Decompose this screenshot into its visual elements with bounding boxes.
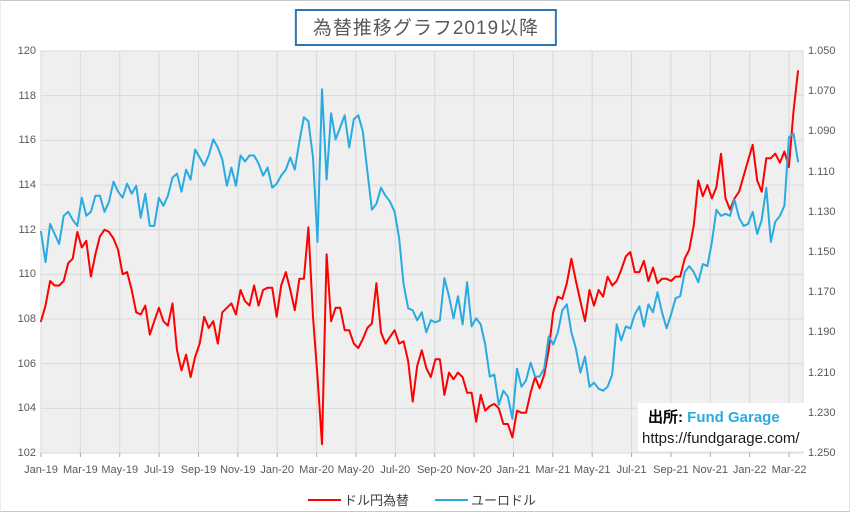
x-axis-label: Jul-19: [144, 464, 175, 476]
right-axis-label: 1.110: [808, 165, 835, 178]
right-axis-label: 1.050: [808, 45, 836, 57]
source-note: 出所: Fund Garage https://fundgarage.com/: [638, 403, 804, 451]
x-axis-label: Jan-19: [24, 464, 58, 476]
legend-item-usdjpy: ドル円為替: [307, 490, 409, 509]
x-axis-label: Jul-20: [380, 464, 411, 476]
x-axis-label: Nov-19: [220, 464, 256, 476]
left-axis-label: 102: [17, 447, 36, 459]
x-axis-label: May-19: [101, 464, 139, 476]
right-axis-label: 1.210: [808, 366, 836, 379]
chart-legend: ドル円為替 ユーロドル: [307, 490, 536, 509]
left-axis-label: 110: [18, 268, 36, 281]
usdjpy-line: [40, 70, 799, 446]
left-axis-label: 114: [18, 179, 36, 191]
left-axis-label: 116: [18, 134, 36, 147]
x-axis-label: Mar-21: [535, 464, 571, 476]
right-axis-label: 1.090: [808, 125, 836, 138]
left-axis-label: 120: [17, 45, 36, 57]
left-axis-label: 112: [18, 223, 36, 236]
right-axis-label: 1.190: [808, 326, 836, 339]
legend-label-eurusd: ユーロドル: [471, 493, 537, 508]
red-line-swatch-icon: [307, 498, 341, 501]
x-axis-label: Mar-19: [62, 464, 98, 476]
chart-title-box: 為替推移グラフ2019以降: [294, 9, 558, 46]
x-axis-label: Jan-20: [260, 464, 295, 476]
x-axis-label: Jul-21: [616, 464, 647, 476]
right-axis-label: 1.070: [808, 85, 836, 98]
eurusd-line: [40, 88, 799, 420]
x-axis-label: May-20: [337, 464, 375, 476]
legend-item-eurusd: ユーロドル: [435, 490, 536, 509]
right-axis-label: 1.130: [808, 205, 836, 218]
x-axis-label: Mar-20: [299, 464, 334, 476]
x-axis-label: Jan-21: [496, 464, 531, 476]
x-axis-label: Nov-20: [456, 464, 492, 476]
left-axis-label: 106: [17, 357, 36, 370]
left-axis-label: 118: [18, 89, 36, 102]
chart-title: 為替推移グラフ2019以降: [312, 18, 540, 39]
source-url: https://fundgarage.com/: [642, 430, 800, 447]
x-axis-label: Sep-21: [653, 464, 689, 476]
x-axis-label: Sep-20: [416, 464, 453, 476]
x-axis-label: Jan-22: [732, 464, 767, 476]
source-line: 出所: Fund Garage: [642, 406, 800, 427]
x-axis-label: Nov-21: [692, 464, 729, 476]
right-axis-label: 1.250: [808, 447, 836, 459]
right-axis-label: 1.170: [808, 286, 836, 299]
right-axis-label: 1.230: [808, 406, 836, 419]
x-axis-label: Mar-22: [771, 464, 807, 476]
plot-background: [40, 50, 804, 454]
source-brand: Fund Garage: [687, 409, 780, 426]
blue-line-swatch-icon: [435, 498, 468, 501]
right-axis-label: 1.150: [808, 246, 836, 258]
left-axis-label: 104: [17, 402, 36, 415]
x-axis-label: Sep-19: [180, 464, 217, 476]
left-axis-label: 108: [17, 313, 36, 325]
source-label: 出所:: [648, 409, 683, 426]
x-axis-label: May-21: [573, 464, 611, 476]
legend-label-usdjpy: ドル円為替: [343, 493, 409, 508]
